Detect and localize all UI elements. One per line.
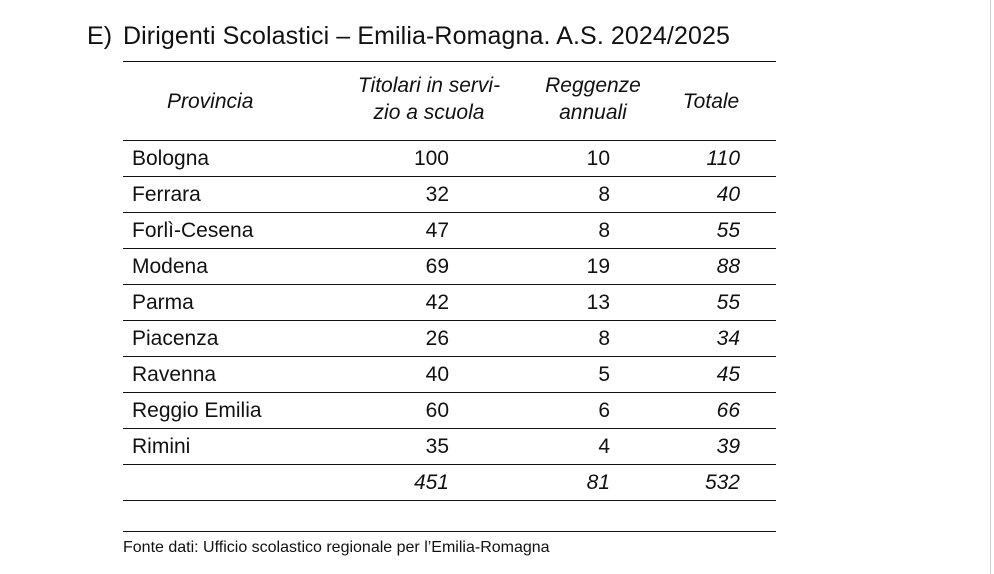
total-row: 451 81 532 [123,465,776,501]
title-text: Dirigenti Scolastici – Emilia-Romagna. A… [123,22,730,50]
header-reggenze-line1: Reggenze [545,74,641,97]
cell-reggenze: 5 [598,363,610,386]
cell-totale: 110 [706,147,740,170]
cell-totale: 34 [716,327,740,350]
header-titolari: Titolari in servi- zio a scuola [339,72,519,126]
cell-provincia: Bologna [132,147,210,170]
cell-reggenze: 10 [586,147,610,170]
total-reggenze: 81 [586,471,610,494]
cell-titolari: 42 [425,291,449,314]
cell-titolari: 40 [425,363,449,386]
page-edge-divider [990,0,991,574]
cell-titolari: 26 [425,327,449,350]
cell-titolari: 60 [425,399,449,422]
cell-totale: 66 [716,399,740,422]
cell-reggenze: 8 [598,327,610,350]
cell-titolari: 100 [413,147,449,170]
cell-provincia: Reggio Emilia [132,399,262,422]
table-row: Bologna 100 10 110 [123,141,776,177]
cell-titolari: 35 [425,435,449,458]
header-reggenze-line2: annuali [559,101,627,124]
cell-totale: 55 [716,219,740,242]
cell-provincia: Ferrara [132,183,201,206]
cell-reggenze: 6 [598,399,610,422]
table-title: E) Dirigenti Scolastici – Emilia-Romagna.… [87,22,730,51]
header-provincia: Provincia [167,90,254,113]
cell-reggenze: 8 [598,183,610,206]
table-header: Provincia Titolari in servi- zio a scuol… [123,62,776,141]
header-titolari-line1: Titolari in servi- [357,74,501,97]
header-titolari-line2: zio a scuola [373,101,485,124]
cell-titolari: 47 [425,219,449,242]
header-reggenze: Reggenze annuali [528,72,658,126]
table-row: Ferrara 32 8 40 [123,177,776,213]
cell-provincia: Parma [132,291,194,314]
cell-provincia: Rimini [132,435,191,458]
cell-provincia: Ravenna [132,363,217,386]
data-table: Provincia Titolari in servi- zio a scuol… [123,61,776,501]
cell-titolari: 69 [425,255,449,278]
table-row: Parma 42 13 55 [123,285,776,321]
cell-totale: 39 [716,435,740,458]
header-totale: Totale [682,90,740,113]
cell-totale: 45 [716,363,740,386]
table-row: Rimini 35 4 39 [123,429,776,465]
cell-provincia: Piacenza [132,327,219,350]
table-row: Forlì-Cesena 47 8 55 [123,213,776,249]
cell-totale: 55 [716,291,740,314]
cell-totale: 88 [716,255,740,278]
cell-provincia: Forlì-Cesena [132,219,254,242]
source-divider [123,531,776,532]
table-row: Modena 69 19 88 [123,249,776,285]
table-row: Ravenna 40 5 45 [123,357,776,393]
cell-titolari: 32 [425,183,449,206]
total-titolari: 451 [413,471,449,494]
source-note: Fonte dati: Ufficio scolastico regionale… [123,539,550,556]
table-row: Piacenza 26 8 34 [123,321,776,357]
cell-provincia: Modena [132,255,208,278]
total-totale: 532 [704,471,740,494]
cell-reggenze: 19 [586,255,610,278]
cell-reggenze: 8 [598,219,610,242]
section-letter: E) [87,22,113,50]
table-row: Reggio Emilia 60 6 66 [123,393,776,429]
cell-totale: 40 [716,183,740,206]
cell-reggenze: 4 [598,435,610,458]
cell-reggenze: 13 [586,291,610,314]
